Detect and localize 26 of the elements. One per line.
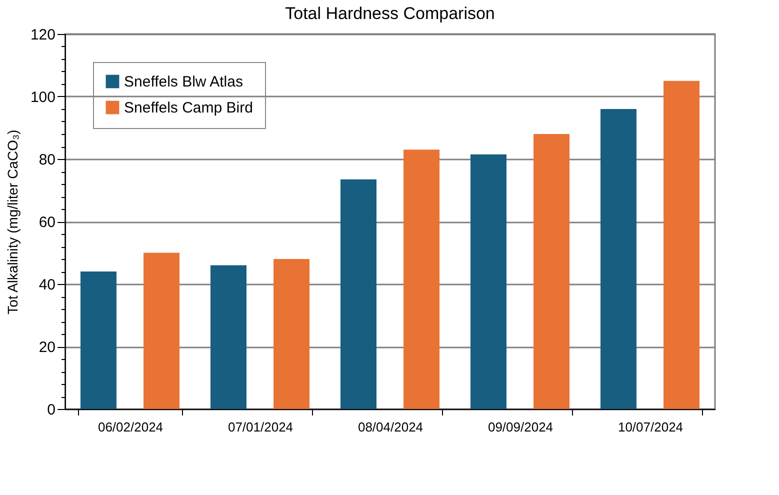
x-tick-label: 10/07/2024 [618,420,684,434]
x-tick-label: 09/09/2024 [488,420,554,434]
y-tick-label: 0 [47,402,56,418]
legend-label: Sneffels Blw Atlas [124,74,243,90]
y-tick-label: 60 [38,214,56,231]
chart-title: Total Hardness Comparison [285,4,495,23]
y-tick-label: 100 [30,89,56,106]
bar [274,259,310,409]
y-tick-label: 120 [30,26,56,44]
bar [470,154,506,409]
bar [664,80,700,409]
bar [534,134,570,409]
x-tick-label: 06/02/2024 [98,420,164,434]
y-axis-title: Tot Alkalinity (mg/liter CaCO₃) [4,130,20,314]
bar [600,109,636,409]
bar [404,150,440,409]
y-tick-label: 80 [38,152,56,168]
bar [144,252,180,409]
bar [340,179,376,409]
bar [80,272,116,409]
bar [210,265,246,409]
y-tick-label: 40 [38,276,56,294]
legend-label: Sneffels Camp Bird [124,100,253,116]
x-tick-label: 07/01/2024 [228,420,294,434]
x-tick-label: 08/04/2024 [358,420,424,434]
y-tick-label: 20 [38,339,56,356]
